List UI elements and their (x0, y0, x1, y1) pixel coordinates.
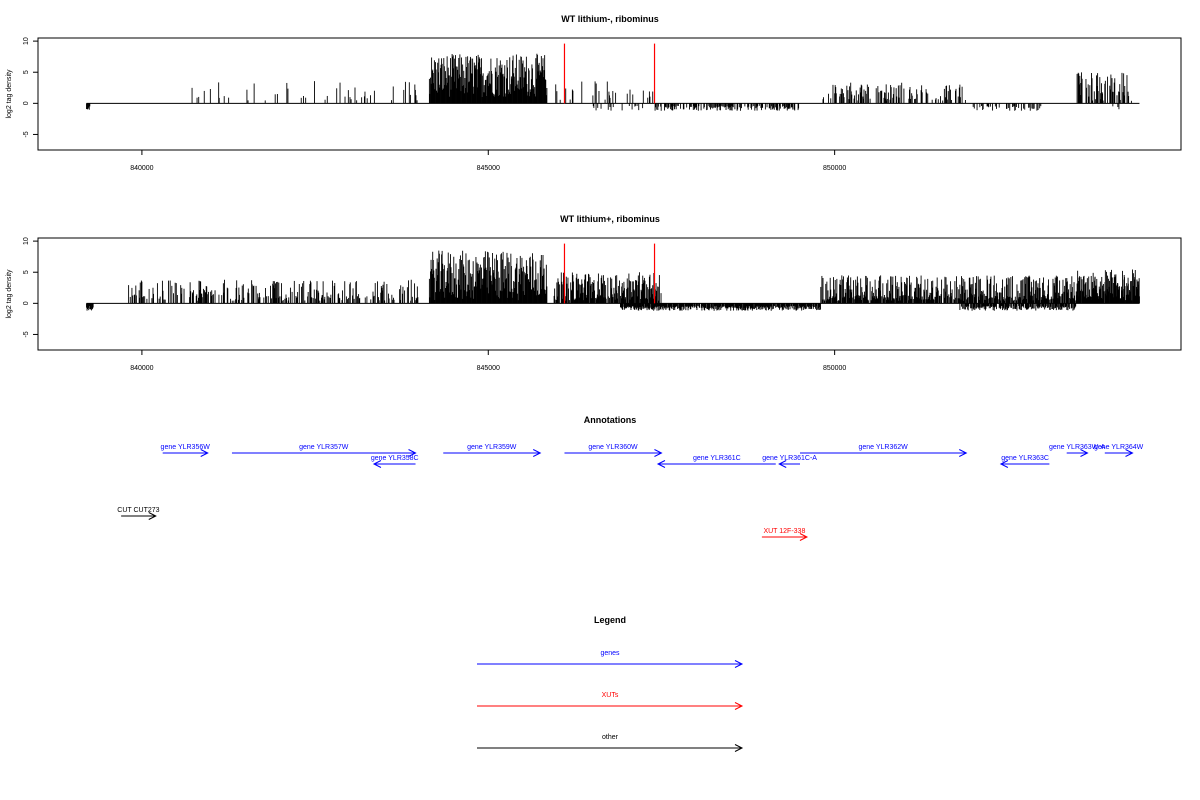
feature-label: gene YLR361C (693, 455, 741, 462)
feature-gene-ylr359w: gene YLR359W (443, 444, 542, 457)
arrow-head (734, 702, 744, 710)
x-tick-label: 840000 (130, 165, 153, 172)
feature-label: CUT CUT273 (117, 507, 159, 514)
feature-label: XUT 12F-338 (763, 528, 805, 535)
arrow-head (734, 660, 744, 668)
y-axis-label: log2 tag density (6, 69, 13, 119)
arrow-head (200, 449, 209, 457)
y-tick-label: 0 (23, 101, 30, 105)
arrow-head (656, 460, 666, 468)
y-tick-label: 5 (23, 70, 30, 74)
axes: 10 5 0 -5 840000 845000 850000 (23, 37, 846, 172)
x-tick-label: 850000 (823, 365, 846, 372)
arrow-head (999, 460, 1009, 468)
density-bars (86, 53, 1140, 111)
feature-xut-12f-338: XUT 12F-338 (761, 528, 809, 541)
feature-label: gene YLR363W-A (1049, 444, 1105, 451)
panel-title: WT lithium-, ribominus (561, 14, 659, 24)
x-tick-label: 845000 (477, 365, 500, 372)
legend-label: other (602, 734, 619, 741)
plot-frame (37, 237, 1182, 351)
legend-item-xuts: XUTs (477, 692, 744, 710)
legend-label: XUTs (602, 692, 619, 699)
legend-item-genes: genes (477, 650, 744, 668)
arrow-head (734, 744, 744, 752)
arrow-head (778, 460, 787, 468)
feature-label: gene YLR364W (1094, 444, 1144, 451)
feature-label: gene YLR360W (588, 444, 638, 451)
y-tick-label: 10 (23, 237, 30, 245)
annotations-panel: Annotations gene YLR356W gene YLR357Wgene… (117, 415, 1144, 541)
x-tick-label: 850000 (823, 165, 846, 172)
density-bars (86, 250, 1140, 311)
y-tick-label: 0 (23, 301, 30, 305)
arrow-head (799, 533, 809, 541)
arrow-head (408, 449, 417, 457)
y-tick-label: -5 (23, 331, 30, 337)
y-axis-label: log2 tag density (6, 269, 13, 319)
feature-label: gene YLR358C (371, 455, 419, 462)
feature-label: gene YLR359W (467, 444, 517, 451)
feature-gene-ylr356w: gene YLR356W (161, 444, 211, 457)
y-tick-label: 5 (23, 270, 30, 274)
feature-label: gene YLR356W (161, 444, 211, 451)
arrow-head (654, 449, 663, 457)
feature-gene-ylr358c: gene YLR358C (371, 455, 419, 468)
feature-cut-cut273: CUT CUT273 (117, 507, 160, 520)
feature-gene-ylr362w: gene YLR362W (800, 444, 968, 457)
feature-gene-ylr364w: gene YLR364W (1094, 444, 1144, 457)
arrow-head (372, 460, 382, 468)
legend-items: genes XUTs other (477, 650, 744, 752)
feature-label: gene YLR361C-A (762, 455, 817, 462)
feature-label: gene YLR357W (299, 444, 349, 451)
plot-frame (37, 37, 1182, 151)
track-panel-lithium-minus: WT lithium-, ribominus log2 tag density … (6, 14, 1182, 172)
legend-item-other: other (477, 734, 744, 752)
feature-gene-ylr363c: gene YLR363C (999, 455, 1050, 468)
feature-gene-ylr363w-a: gene YLR363W-A (1049, 444, 1106, 457)
x-tick-label: 840000 (130, 365, 153, 372)
panel-title: WT lithium+, ribominus (560, 214, 660, 224)
arrow-head (1080, 449, 1089, 457)
feature-gene-ylr357w: gene YLR357W (231, 444, 417, 457)
legend-title: Legend (594, 615, 626, 625)
arrow-head (1125, 449, 1134, 457)
arrow-head (148, 512, 157, 520)
feature-gene-ylr361c-a: gene YLR361C-A (762, 455, 817, 468)
axes: 10 5 0 -5 840000 845000 850000 (23, 237, 846, 372)
feature-gene-ylr360w: gene YLR360W (564, 444, 663, 457)
feature-label: gene YLR363C (1001, 455, 1049, 462)
legend-label: genes (600, 650, 620, 657)
arrow-head (959, 449, 968, 457)
track-panel-lithium-plus: WT lithium+, ribominus log2 tag density … (6, 214, 1182, 372)
annotations-title: Annotations (584, 415, 637, 425)
highlight-lines (563, 243, 656, 304)
feature-label: gene YLR362W (858, 444, 908, 451)
highlight-lines (563, 43, 656, 104)
y-tick-label: -5 (23, 131, 30, 137)
legend: Legend genes XUTs other (477, 615, 744, 752)
x-tick-label: 845000 (477, 165, 500, 172)
feature-track: gene YLR356W gene YLR357W gene YLR358C gene… (117, 444, 1144, 541)
y-tick-label: 10 (23, 37, 30, 45)
feature-gene-ylr361c: gene YLR361C (656, 455, 776, 468)
arrow-head (533, 449, 542, 457)
